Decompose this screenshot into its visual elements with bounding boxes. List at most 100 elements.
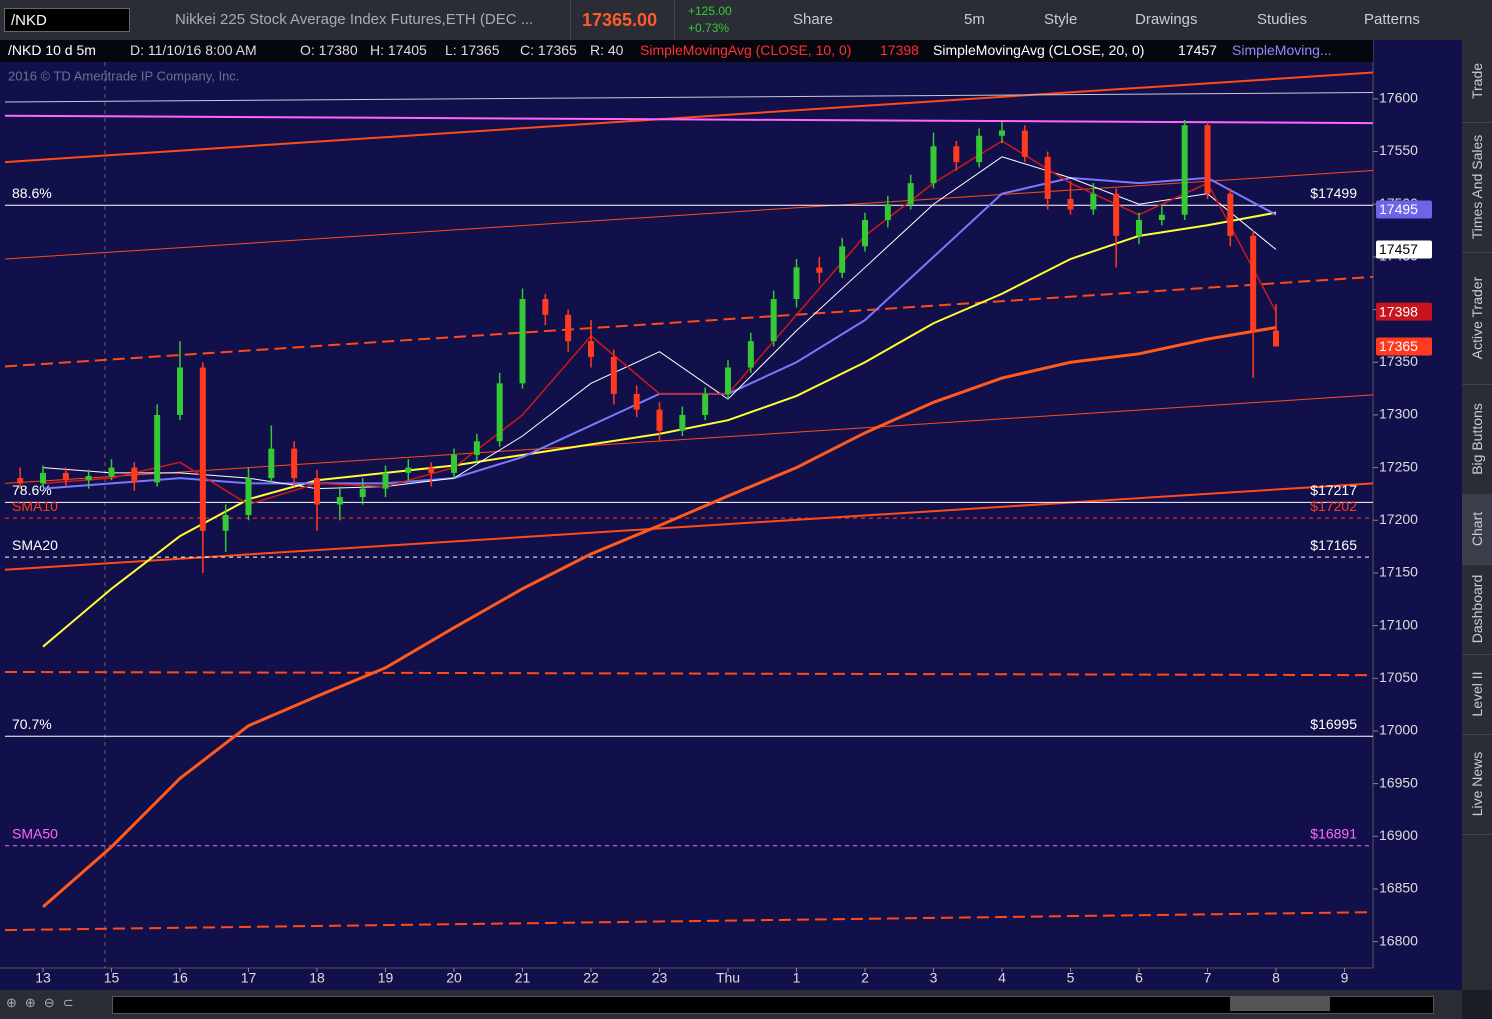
candle-body [382,472,389,489]
candle-body [1136,220,1142,236]
level-value: $16995 [1310,716,1357,732]
scroll-thumb[interactable] [1230,997,1330,1011]
candle-body [1273,330,1279,347]
scroll-track[interactable] [112,996,1434,1014]
side-tab[interactable]: Active Trader [1462,252,1492,385]
description: Nikkei 225 Stock Average Index Futures,E… [175,0,571,40]
drawings-button[interactable]: Drawings [1135,11,1198,28]
change: +125.00 [688,4,732,18]
candle-body [907,183,914,205]
time-axis-bg [0,968,1462,990]
candle-body [976,135,983,163]
candle-body [565,314,572,342]
candle-body [1067,198,1074,210]
style-button[interactable]: Style [1044,11,1078,28]
side-tab-label: Dashboard [1469,574,1485,644]
study-label: SimpleMoving... [1232,42,1332,58]
x-tick-label: 13 [35,970,51,986]
price-tag [1376,240,1432,259]
header-bar [0,40,1373,62]
candle-body [610,356,617,394]
candle-body [1113,193,1120,236]
y-tick-label: 16850 [1379,880,1418,896]
trend-line [4,170,1374,260]
zoom-icons[interactable]: ⊕⊕⊖⊂ [6,995,82,1010]
x-tick-label: 4 [998,970,1006,986]
y-tick-label: 17300 [1379,406,1418,422]
candle-body [268,448,275,479]
x-tick-label: Thu [716,970,740,986]
price-axis-bg [1373,40,1462,990]
side-tabs: Trade Times And Sales Active Trader Big But… [1462,40,1492,990]
y-tick-label: 17100 [1379,616,1418,632]
range: R: 40 [590,42,624,58]
side-tab[interactable]: Times And Sales [1462,122,1492,253]
study-value: 17457 [1178,42,1217,58]
candle-body [1227,193,1234,236]
candle-body [1090,193,1097,210]
x-tick-label: 23 [652,970,668,986]
x-tick-label: 3 [930,970,938,986]
copyright: 2016 © TD Ameritrade IP Company, Inc. [8,68,239,83]
candle-body [62,472,69,481]
studies-button[interactable]: Studies [1257,11,1308,28]
level-label: SMA20 [12,537,58,553]
x-tick-label: 20 [446,970,462,986]
y-tick-label: 17350 [1379,353,1418,369]
y-tick-label: 16900 [1379,827,1418,843]
timeframe-button[interactable]: 5m [964,11,985,28]
candle-body [862,220,868,247]
patterns-button[interactable]: Patterns [1364,11,1420,28]
trend-line [4,911,1374,932]
chart-background [0,40,1462,990]
x-tick-label: 1 [793,970,801,986]
candle-body [336,497,343,505]
side-tab-label: Trade [1469,62,1485,100]
side-tab[interactable]: Trade [1462,40,1492,123]
price-tag [1376,200,1432,219]
x-tick-label: 6 [1135,970,1143,986]
side-tab[interactable]: Level II [1462,654,1492,735]
candle-body [770,299,777,342]
candle-body [473,441,480,455]
last-price: 17365.00 [582,0,675,40]
y-tick-label: 17000 [1379,722,1418,738]
candle-body [588,341,594,357]
candle-body [542,299,549,315]
share-button[interactable]: Share [793,11,834,28]
plot: 88.6% $17499 78.6% $17217 SMA10 $17202 SMA20 $1… [4,71,1374,932]
candle-body [222,515,229,531]
high: H: 17405 [370,42,427,58]
candle-body [1044,156,1051,199]
candle-body [291,448,298,479]
price-tag-label: 17457 [1379,241,1418,257]
side-tab[interactable]: Chart [1462,494,1492,565]
candle-body [428,467,435,473]
x-tick-label: 5 [1067,970,1075,986]
level-value: $16891 [1310,825,1357,841]
study-value: 17398 [880,42,919,58]
symbol-period: /NKD 10 d 5m [8,42,96,58]
side-tab[interactable]: Live News [1462,734,1492,835]
candle-body [1181,125,1188,215]
side-tab-label: Chart [1469,511,1485,547]
price-tag-label: 17495 [1379,201,1418,217]
level-value: $17202 [1310,498,1357,514]
price-tag [1376,337,1432,356]
side-tab[interactable]: Dashboard [1462,564,1492,655]
y-tick-label: 16950 [1379,774,1418,790]
y-tick-label: 17600 [1379,90,1418,106]
side-tab[interactable]: Big Buttons [1462,384,1492,495]
x-tick-label: 8 [1272,970,1280,986]
level-value: $17217 [1310,482,1357,498]
study-label: SimpleMovingAvg (CLOSE, 10, 0) [640,42,851,58]
y-tick-label: 17250 [1379,458,1418,474]
candle-body [1250,235,1257,331]
symbol-box[interactable]: /NKD [4,8,130,32]
candle-body [85,476,92,481]
candle-body [496,383,503,442]
candle-body [519,299,526,384]
candle-body [1021,130,1028,157]
candle-body [656,409,663,431]
